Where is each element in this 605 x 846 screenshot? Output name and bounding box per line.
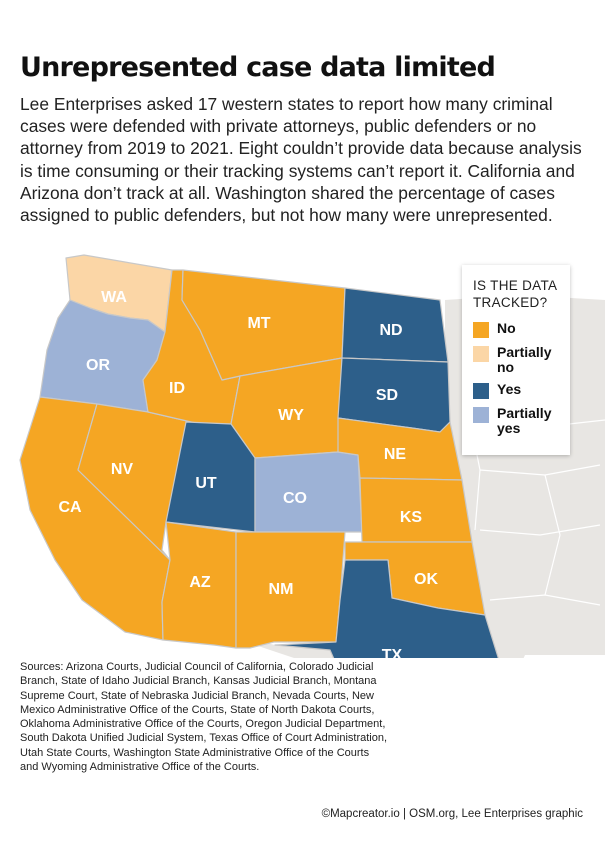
state-label-az: AZ	[189, 574, 211, 591]
state-label-ut: UT	[195, 475, 217, 492]
legend-swatch-partially-yes	[473, 407, 489, 423]
credit-text: ©Mapcreator.io | OSM.org, Lee Enterprise…	[321, 808, 583, 820]
state-label-wy: WY	[278, 407, 304, 424]
state-label-co: CO	[283, 490, 307, 507]
legend-label-yes: Yes	[497, 381, 522, 397]
state-co[interactable]	[254, 451, 363, 533]
state-label-ca: CA	[58, 499, 82, 516]
legend-swatch-yes	[473, 383, 489, 399]
legend: IS THE DATA TRACKED? No Partially no Yes…	[462, 265, 570, 455]
state-label-nd: ND	[379, 322, 402, 339]
state-tx[interactable]	[274, 559, 502, 658]
legend-item-yes: Yes	[473, 382, 560, 399]
state-label-nm: NM	[269, 581, 294, 598]
state-label-or: OR	[86, 357, 110, 374]
legend-swatch-no	[473, 322, 489, 338]
state-label-mt: MT	[247, 315, 270, 332]
map-title: Unrepresented case data limited	[20, 52, 496, 83]
legend-label-no: No	[497, 320, 516, 336]
legend-item-partially-no: Partially no	[473, 345, 560, 375]
state-label-sd: SD	[376, 387, 398, 404]
legend-item-partially-yes: Partially yes	[473, 406, 560, 436]
state-label-wa: WA	[101, 289, 127, 306]
state-nm[interactable]	[235, 531, 346, 649]
legend-label-partially-yes: Partially yes	[497, 405, 552, 436]
state-label-id: ID	[169, 380, 185, 397]
state-label-ne: NE	[384, 446, 407, 463]
state-label-ks: KS	[400, 509, 423, 526]
state-label-ok: OK	[414, 571, 438, 588]
legend-label-partially-no: Partially no	[497, 344, 552, 375]
state-label-tx: TX	[382, 647, 403, 658]
state-label-nv: NV	[111, 461, 134, 478]
legend-title: IS THE DATA TRACKED?	[473, 278, 557, 310]
western-states-map: WA OR CA NV ID MT WY UT CO AZ NM ND SD N…	[19, 254, 605, 658]
background-land-mexico	[210, 630, 334, 658]
intro-text: Lee Enterprises asked 17 western states …	[20, 94, 582, 226]
legend-item-no: No	[473, 321, 560, 338]
legend-swatch-partially-no	[473, 346, 489, 362]
sources-text: Sources: Arizona Courts, Judicial Counci…	[20, 661, 388, 774]
